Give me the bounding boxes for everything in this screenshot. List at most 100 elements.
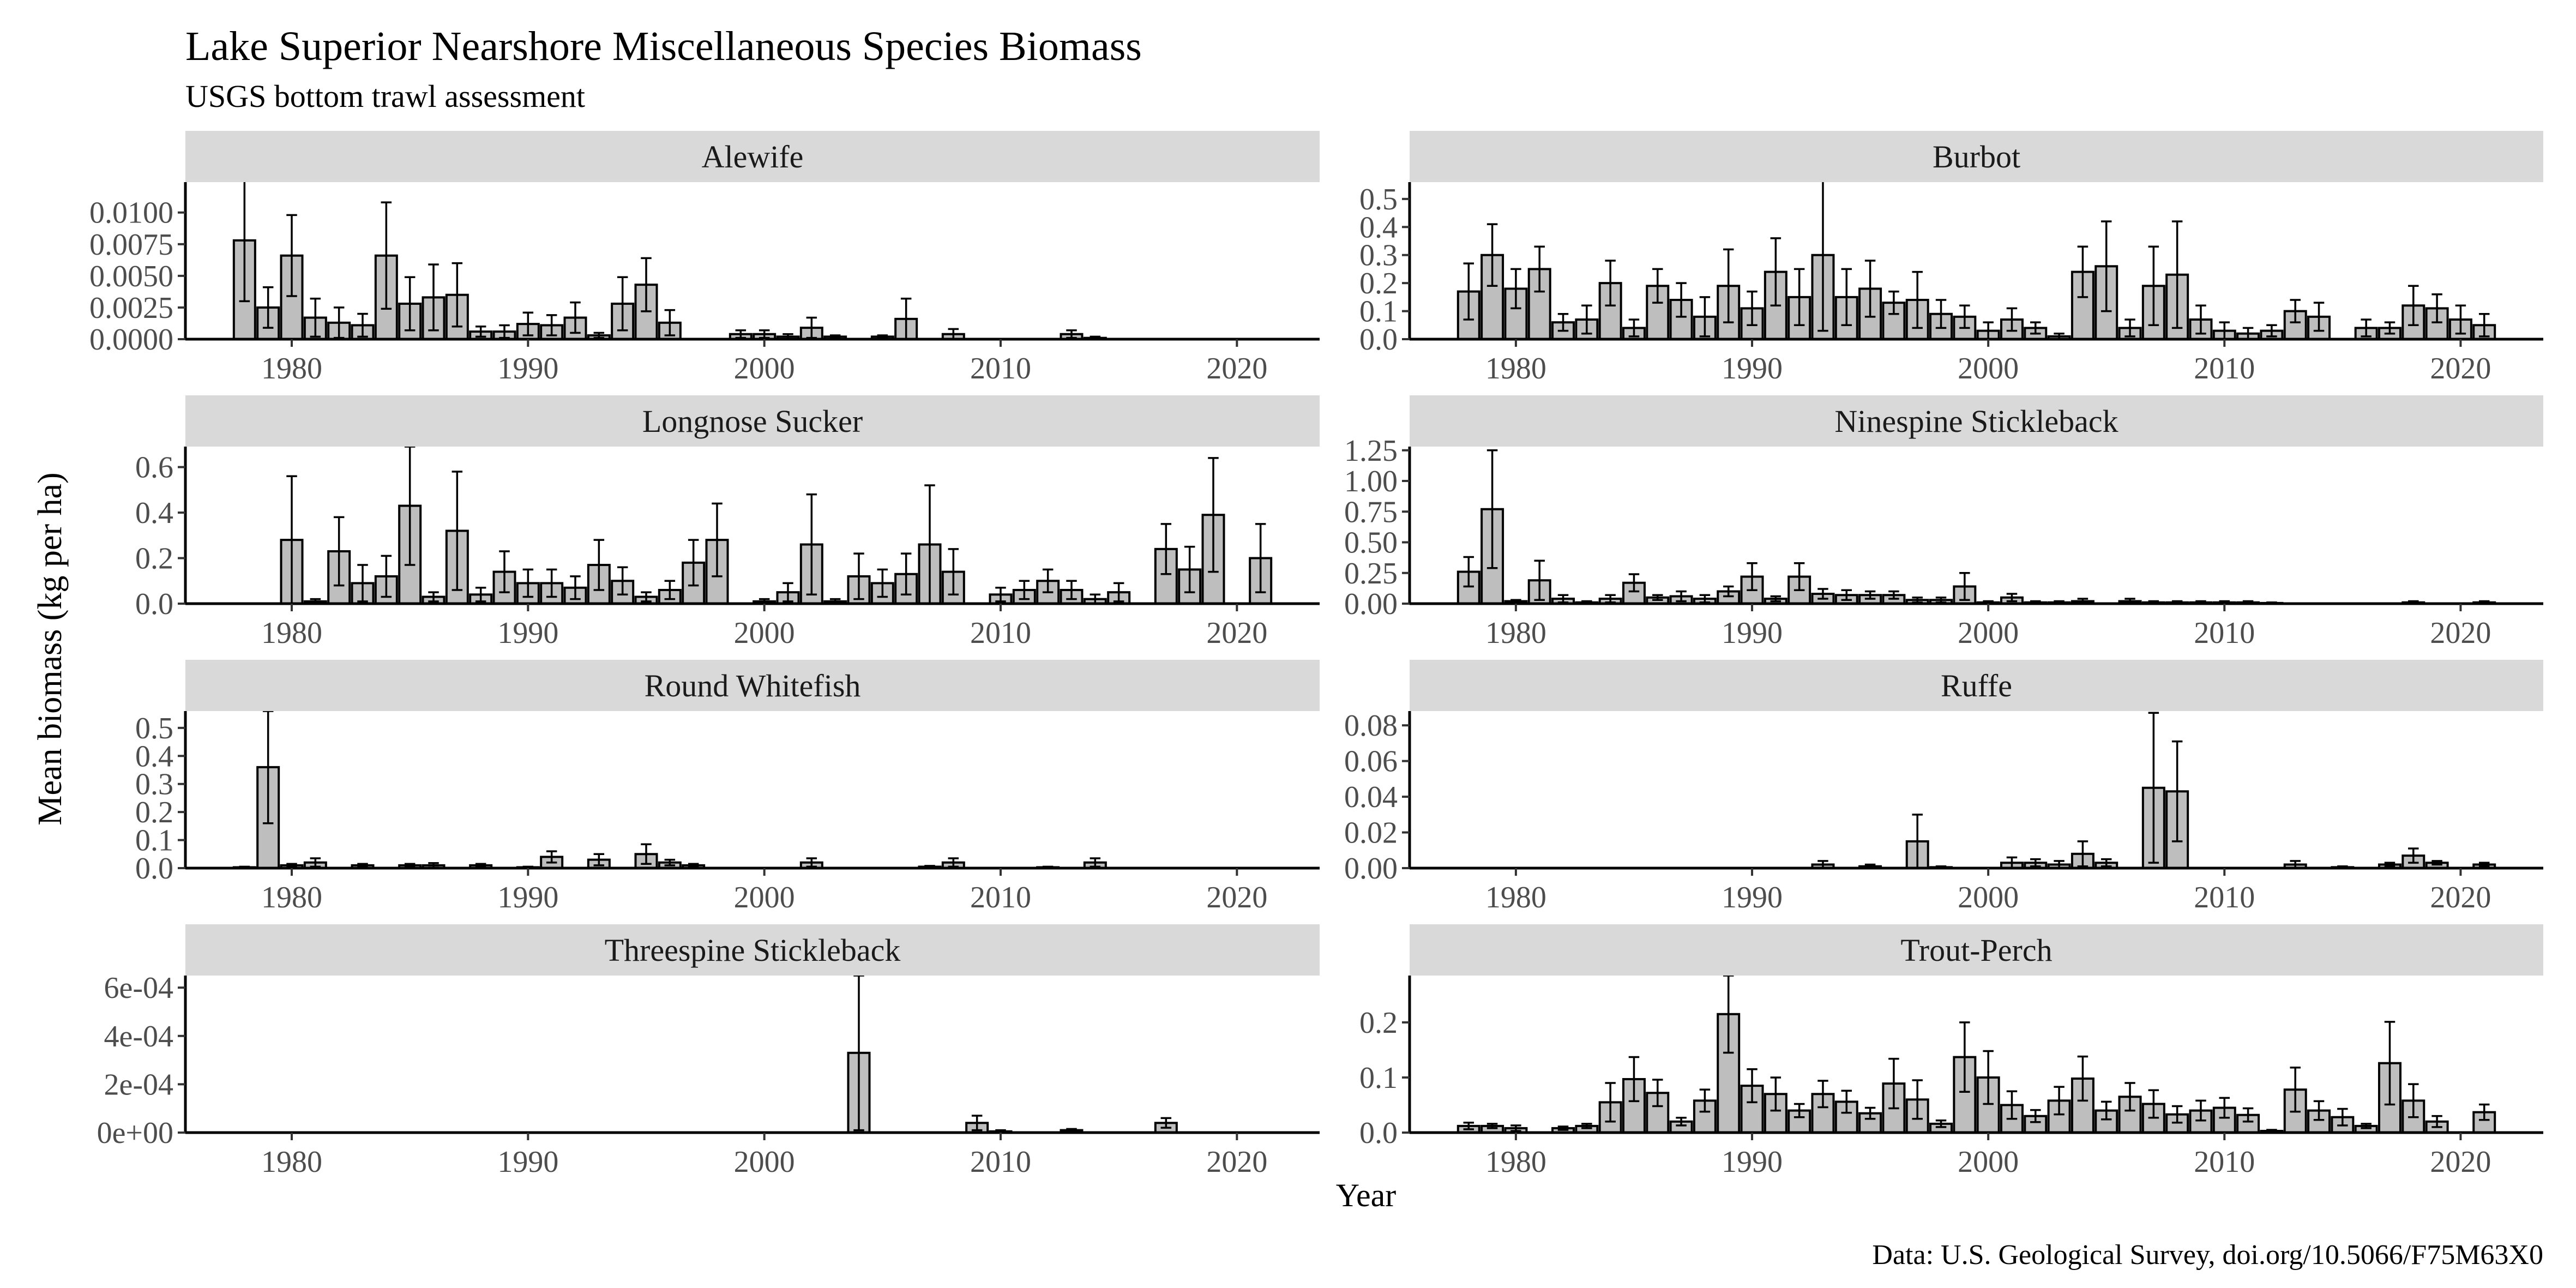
x-tick-label: 2000 (734, 1145, 795, 1179)
panel-trout-perch: Trout-Perch 0.0 0.1 0.2 1980 1990 2000 2010 2020 (1359, 924, 2543, 1179)
x-tick-label: 2000 (734, 352, 795, 386)
y-tick-label: 1.25 (1344, 434, 1398, 468)
x-tick-label: 2010 (2194, 352, 2255, 386)
x-tick-label: 2020 (1206, 352, 1267, 386)
y-tick-label: 0.2 (135, 542, 173, 576)
x-tick-label: 2020 (1206, 1145, 1267, 1179)
x-tick-label: 2010 (970, 352, 1031, 386)
y-tick-label: 0.2 (1359, 1006, 1398, 1040)
facet-strip (1410, 395, 2543, 447)
y-axis-label: Mean biomass (kg per ha) (32, 472, 69, 825)
panel-marks (1811, 712, 2496, 868)
y-tick-label: 0.0025 (89, 291, 173, 325)
x-tick-label: 2010 (2194, 881, 2255, 914)
y-tick-label: 0.50 (1344, 526, 1398, 560)
facet-strip (185, 924, 1320, 976)
y-tick-label: 0.25 (1344, 557, 1398, 591)
panel-marks (232, 711, 1107, 868)
x-tick-label: 1990 (1722, 352, 1783, 386)
panel-marks (1456, 182, 2496, 339)
y-tick-label: 0.5 (135, 712, 173, 745)
panel-marks (847, 976, 1178, 1133)
y-tick-label: 0.0 (135, 852, 173, 886)
facet-strip (185, 660, 1320, 711)
x-tick-label: 1990 (497, 352, 558, 386)
bar (2189, 1109, 2213, 1133)
y-tick-label: 4e-04 (104, 1020, 173, 1054)
panel-burbot: Burbot 0.00.10.20.30.40.5 1980 1990 2000 2010… (1359, 131, 2543, 386)
y-tick-label: 0.02 (1344, 816, 1398, 850)
x-tick-label: 2020 (1206, 881, 1267, 914)
bar (1811, 1093, 1835, 1133)
panel-longnose-sucker: Longnose Sucker 0.0 0.2 0.4 0.6 1980 1990 2000 2… (135, 395, 1320, 650)
x-tick-label: 1990 (497, 616, 558, 650)
chart-title: Lake Superior Nearshore Miscellaneous Sp… (185, 23, 1142, 69)
x-tick-label: 1980 (261, 352, 322, 386)
x-tick-label: 1990 (1722, 881, 1783, 914)
y-tick-label: 0.08 (1344, 709, 1398, 743)
y-tick-label: 0.04 (1344, 780, 1398, 814)
y-tick-label: 0.1 (135, 824, 173, 858)
y-tick-label: 6e-04 (104, 971, 173, 1005)
y-tick-label: 0.00 (1344, 587, 1398, 621)
y-tick-label: 0.2 (1359, 267, 1398, 300)
facet-strip (1410, 660, 2543, 711)
x-tick-label: 1980 (261, 616, 322, 650)
x-tick-label: 2010 (970, 881, 1031, 914)
y-tick-label: 0.0050 (89, 260, 173, 293)
facet-label: Longnose Sucker (642, 404, 863, 439)
facet-strip (185, 395, 1320, 447)
facet-label: Threespine Stickleback (605, 932, 901, 968)
y-tick-label: 0.4 (135, 496, 173, 530)
x-tick-label: 1980 (1485, 352, 1546, 386)
x-tick-label: 1990 (1722, 1145, 1783, 1179)
facet-strip (1410, 924, 2543, 976)
caption: Data: U.S. Geological Survey, doi.org/10… (1872, 1239, 2543, 1271)
y-tick-label: 0.0100 (89, 196, 173, 230)
x-tick-label: 2000 (1958, 881, 2019, 914)
facet-strip (1410, 131, 2543, 182)
y-tick-label: 0.1 (1359, 1061, 1398, 1095)
x-tick-label: 2020 (2430, 1145, 2491, 1179)
y-tick-label: 0.0 (135, 587, 173, 621)
x-tick-label: 2000 (734, 616, 795, 650)
panel-marks (1456, 976, 2496, 1133)
x-axis-label: Year (1336, 1177, 1397, 1213)
facet-label: Ruffe (1941, 668, 2012, 703)
facet-strip (185, 131, 1320, 182)
x-tick-label: 1980 (1485, 1145, 1546, 1179)
y-tick-label: 0.0 (1359, 323, 1398, 357)
chart-subtitle: USGS bottom trawl assessment (185, 79, 585, 114)
panel-threespine-stickleback: Threespine Stickleback 0e+00 2e-04 4e-04 6e-… (97, 924, 1320, 1179)
panel-ruffe: Ruffe 0.000.020.040.060.08 1980 1990 2000 201… (1344, 660, 2543, 914)
y-tick-label: 0.6 (135, 451, 173, 485)
x-tick-label: 2010 (2194, 1145, 2255, 1179)
y-tick-label: 0.2 (135, 796, 173, 829)
x-tick-label: 2000 (1958, 352, 2019, 386)
x-tick-label: 2020 (2430, 616, 2491, 650)
x-tick-label: 2000 (1958, 1145, 2019, 1179)
y-tick-label: 2e-04 (104, 1068, 173, 1102)
facet-label: Burbot (1933, 139, 2020, 174)
facet-label: Ninespine Stickleback (1834, 404, 2118, 439)
y-tick-label: 1.00 (1344, 465, 1398, 498)
x-tick-label: 1980 (261, 1145, 322, 1179)
x-tick-label: 2000 (734, 881, 795, 914)
x-tick-label: 2020 (1206, 616, 1267, 650)
y-tick-label: 0.75 (1344, 495, 1398, 529)
bar (1882, 302, 1906, 339)
y-tick-label: 0.5 (1359, 183, 1398, 216)
y-tick-label: 0.0075 (89, 228, 173, 262)
x-tick-label: 1990 (497, 881, 558, 914)
y-tick-label: 0.4 (1359, 210, 1398, 244)
panel-round-whitefish: Round Whitefish 0.00.10.20.30.40.5 1980 199… (135, 660, 1320, 914)
facet-label: Trout-Perch (1900, 932, 2052, 968)
x-tick-label: 2000 (1958, 616, 2019, 650)
y-tick-label: 0.3 (135, 768, 173, 802)
y-tick-label: 0.1 (1359, 295, 1398, 329)
x-tick-label: 2010 (970, 616, 1031, 650)
